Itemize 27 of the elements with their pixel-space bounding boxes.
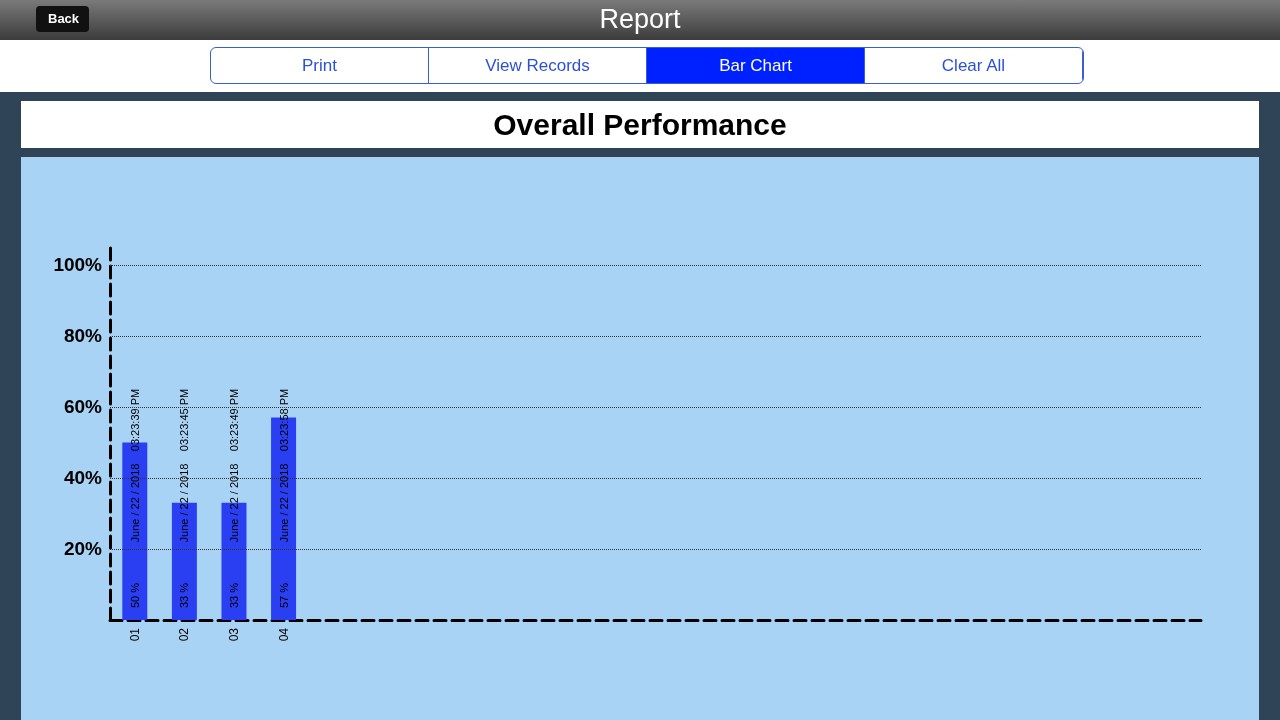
annotation: 03:23:39 PM (128, 388, 141, 452)
tab-button: Clear All (865, 48, 1083, 83)
back-button: Back (36, 6, 90, 32)
tab-button: Print (211, 48, 429, 83)
x-tick-label: 04 (276, 627, 291, 642)
tab-button: Bar Chart (647, 48, 865, 83)
data-label: 50 % (128, 582, 141, 608)
y-tick-label: 100% (53, 254, 103, 276)
x-tick-label: 01 (127, 627, 142, 642)
data-label: 57 % (277, 582, 290, 608)
annotation: 03:23:58 PM (277, 388, 290, 452)
data-label: 33 % (178, 582, 191, 608)
y-tick-label: 80% (63, 325, 103, 347)
data-label: 33 % (227, 582, 240, 608)
annotation: 03:23:45 PM (178, 388, 191, 452)
annotation: June / 22 / 2018 (128, 463, 141, 543)
annotation: June / 22 / 2018 (178, 463, 191, 543)
annotation: June / 22 / 2018 (227, 463, 240, 543)
chart-title: Overall Performance (21, 101, 1259, 148)
y-tick-label: 20% (63, 538, 103, 560)
x-tick-label: 03 (226, 627, 241, 642)
y-tick-label: 60% (63, 396, 103, 418)
annotation: June / 22 / 2018 (277, 463, 290, 543)
x-tick-label: 02 (177, 627, 192, 642)
y-tick-label: 40% (63, 467, 103, 489)
annotation: 03:23:49 PM (227, 388, 240, 452)
text: Report (599, 4, 681, 34)
